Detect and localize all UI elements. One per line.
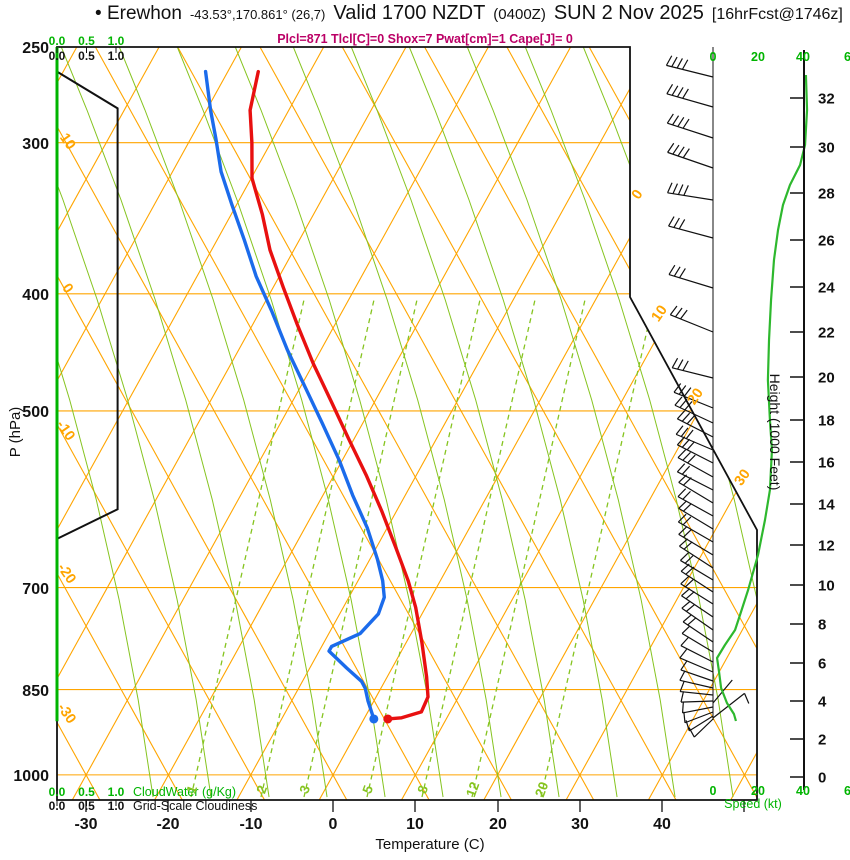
temp-tick-label: 40 (653, 816, 671, 833)
temp-tick-label: 30 (571, 816, 589, 833)
speed-tick-label-top: 0 (710, 50, 717, 64)
speed-tick-label-top: 60 (844, 50, 850, 64)
dewpoint-curve (203, 69, 386, 721)
cloudiness-scale-top: 1.0 (108, 49, 125, 63)
temperature-curve (248, 69, 430, 721)
cloudwater-scale-bottom: 0.0 (49, 785, 66, 799)
isotherm-label: 10 (649, 303, 671, 325)
cloudiness-scale-top: 0.5 (78, 49, 95, 63)
temp-tick-label: 0 (329, 816, 338, 833)
height-tick-label: 22 (818, 325, 835, 342)
pressure-tick-label: 500 (22, 404, 49, 421)
temperature-curve-surface-dot (383, 714, 393, 724)
speed-tick-label-top: 40 (796, 50, 810, 64)
pressure-tick-label: 700 (22, 581, 49, 598)
speed-axis-title: Speed (kt) (724, 797, 782, 811)
speed-tick-label-bottom: 60 (844, 784, 850, 798)
pressure-tick-label: 250 (22, 40, 49, 57)
dry-adiabat-label: 10 (56, 131, 78, 153)
height-tick-label: 4 (818, 694, 827, 711)
temperature-axis: -30 -20 -10 0 10 20 30 40 Temperature (C) (74, 800, 745, 853)
speed-tick-label-bottom: 40 (796, 784, 810, 798)
height-tick-label: 18 (818, 413, 835, 430)
mixing-ratio-label: 20 (532, 780, 551, 799)
mixing-ratio-label: 3 (296, 783, 313, 796)
temp-tick-label: 20 (489, 816, 507, 833)
cloudwater-scale-top: 1.0 (108, 34, 125, 48)
temperature-axis-title: Temperature (C) (375, 836, 484, 853)
temp-tick-label: 10 (406, 816, 424, 833)
height-tick-label: 20 (818, 370, 835, 387)
isotherm-label: 30 (732, 467, 754, 489)
cloudiness-scale-top: 0.0 (49, 49, 66, 63)
station-coords: -43.53°,170.861° (26,7) (189, 7, 326, 22)
mixing-ratio-label: 5 (359, 783, 376, 796)
temp-tick-label: -30 (74, 816, 97, 833)
pressure-axis: 250 300 400 500 700 850 1000 P (hPa) (7, 40, 49, 785)
height-tick-label: 32 (818, 91, 835, 108)
pressure-tick-label: 300 (22, 136, 49, 153)
wind-barbs (665, 47, 750, 738)
station-name: • Erewhon (95, 3, 182, 25)
pressure-tick-label: 1000 (13, 768, 49, 785)
pressure-tick-label: 850 (22, 683, 49, 700)
speed-profile (715, 74, 809, 722)
height-tick-label: 6 (818, 656, 826, 673)
height-tick-label: 30 (818, 140, 835, 157)
height-tick-label: 26 (818, 233, 835, 250)
valid-date: SUN 2 Nov 2025 (553, 2, 704, 24)
isotherm-label: 0 (629, 187, 647, 203)
plot-frame (56, 46, 758, 801)
height-tick-label: 28 (818, 186, 835, 203)
height-tick-label: 10 (818, 578, 835, 595)
speed-tick-label-bottom: 20 (751, 784, 765, 798)
height-tick-label: 14 (818, 497, 835, 514)
mixing-ratio-label: 12 (463, 780, 482, 799)
chart-header: • Erewhon -43.53°,170.861° (26,7) Valid … (0, 2, 850, 25)
height-tick-label: 12 (818, 538, 835, 555)
cloud-scales: 0.00.00.00.00.50.50.50.51.01.01.01.0Clou… (49, 34, 258, 813)
cloudiness-caption: Grid-Scale Cloudiness (133, 799, 257, 813)
temp-tick-label: -20 (156, 816, 179, 833)
height-tick-label: 24 (818, 280, 835, 297)
isotherm-label: 20 (685, 386, 707, 408)
station-bullet: • (95, 3, 102, 24)
height-tick-label: 8 (818, 617, 826, 634)
cloudwater-scale-bottom: 1.0 (108, 785, 125, 799)
valid-zulu: (0400Z) (493, 6, 546, 23)
station-label: Erewhon (106, 3, 182, 24)
stability-params: Plcl=871 Tlcl[C]=0 Shox=7 Pwat[cm]=1 Cap… (277, 32, 573, 46)
cloudwater-scale-top: 0.0 (49, 34, 66, 48)
speed-axis: 00202040406060Speed (kt) (710, 50, 850, 811)
pressure-tick-label: 400 (22, 287, 49, 304)
pressure-axis-title: P (hPa) (7, 407, 24, 458)
height-tick-label: 0 (818, 770, 826, 787)
speed-tick-label-bottom: 0 (710, 784, 717, 798)
grid-lines (57, 47, 757, 800)
dewpoint-curve-surface-dot (369, 714, 379, 724)
valid-time: Valid 1700 NZDT (333, 2, 486, 24)
forecast-info: [16hrFcst@1746z] (711, 6, 843, 23)
mixing-ratio-label: 8 (414, 783, 431, 796)
height-axis-title: Height (1000 Feet) (767, 374, 783, 491)
cloudwater-scale-bottom: 0.5 (78, 785, 95, 799)
height-tick-label: 16 (818, 455, 835, 472)
temp-tick-label: -10 (239, 816, 262, 833)
cloudwater-scale-top: 0.5 (78, 34, 95, 48)
speed-tick-label-top: 20 (751, 50, 765, 64)
cloudwater-caption: CloudWater (g/Kg) (133, 785, 236, 799)
height-tick-label: 2 (818, 732, 826, 749)
